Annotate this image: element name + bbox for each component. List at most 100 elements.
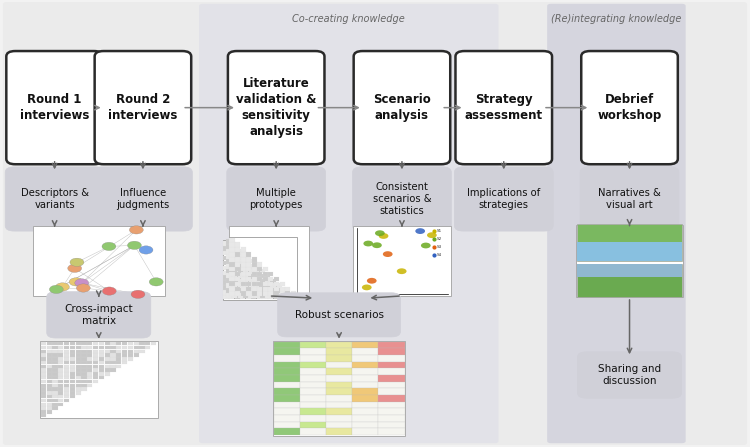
- Bar: [46, 406, 52, 410]
- Bar: [87, 346, 92, 349]
- Bar: [256, 285, 262, 290]
- Text: Influence
judgments: Influence judgments: [116, 188, 170, 210]
- FancyBboxPatch shape: [5, 167, 104, 231]
- Bar: [241, 247, 246, 252]
- Bar: [240, 256, 245, 260]
- Bar: [46, 384, 52, 387]
- Text: S4: S4: [437, 253, 442, 257]
- Bar: [235, 282, 240, 286]
- Bar: [232, 264, 237, 268]
- Bar: [134, 353, 139, 357]
- Bar: [110, 350, 116, 353]
- Bar: [104, 368, 110, 372]
- Bar: [235, 287, 240, 291]
- FancyBboxPatch shape: [354, 51, 450, 164]
- Text: (Re)integrating knowledge: (Re)integrating knowledge: [551, 14, 682, 24]
- Bar: [238, 283, 243, 288]
- Bar: [128, 353, 133, 357]
- Bar: [110, 342, 116, 346]
- Bar: [300, 409, 326, 415]
- Bar: [229, 246, 234, 251]
- Text: Consistent
scenarios &
statistics: Consistent scenarios & statistics: [373, 181, 431, 216]
- Bar: [229, 256, 234, 260]
- Bar: [274, 277, 279, 281]
- Bar: [235, 272, 240, 276]
- Bar: [58, 380, 63, 383]
- Bar: [352, 402, 378, 409]
- Bar: [235, 270, 240, 275]
- Bar: [58, 357, 63, 361]
- Bar: [70, 365, 75, 368]
- Bar: [266, 288, 271, 293]
- Bar: [262, 285, 268, 290]
- Text: Sharing and
discussion: Sharing and discussion: [598, 364, 661, 386]
- Bar: [76, 384, 81, 387]
- Circle shape: [382, 251, 392, 257]
- Bar: [240, 261, 245, 265]
- Bar: [249, 259, 254, 263]
- Bar: [81, 388, 86, 391]
- Bar: [70, 376, 75, 380]
- FancyBboxPatch shape: [455, 51, 552, 164]
- Bar: [262, 295, 268, 299]
- Bar: [99, 350, 104, 353]
- Bar: [70, 350, 75, 353]
- Bar: [140, 346, 145, 349]
- Bar: [300, 362, 326, 368]
- Bar: [224, 270, 229, 275]
- Bar: [58, 365, 63, 368]
- Bar: [64, 372, 69, 375]
- Bar: [300, 395, 326, 402]
- Bar: [146, 346, 151, 349]
- Bar: [46, 350, 52, 353]
- Bar: [274, 282, 279, 286]
- Bar: [87, 357, 92, 361]
- Bar: [81, 350, 86, 353]
- Bar: [99, 368, 104, 372]
- Bar: [76, 342, 81, 346]
- Bar: [240, 290, 245, 295]
- Bar: [578, 224, 682, 261]
- Bar: [300, 355, 326, 362]
- Bar: [122, 342, 128, 346]
- Bar: [53, 350, 58, 353]
- Bar: [271, 288, 276, 293]
- Bar: [58, 376, 63, 380]
- Bar: [238, 254, 243, 258]
- Bar: [378, 429, 404, 435]
- Bar: [249, 264, 254, 268]
- Bar: [76, 372, 81, 375]
- Bar: [229, 251, 234, 255]
- Bar: [40, 380, 46, 383]
- Bar: [224, 280, 229, 285]
- Bar: [251, 295, 257, 299]
- Bar: [122, 353, 128, 357]
- Bar: [53, 395, 58, 398]
- Bar: [230, 287, 235, 291]
- Bar: [40, 372, 46, 375]
- Bar: [53, 342, 58, 346]
- Bar: [238, 288, 243, 293]
- Bar: [285, 287, 290, 291]
- Bar: [87, 380, 92, 383]
- Bar: [46, 342, 52, 346]
- Bar: [81, 353, 86, 357]
- Bar: [235, 247, 240, 252]
- Bar: [53, 384, 58, 387]
- FancyBboxPatch shape: [94, 51, 191, 164]
- Bar: [46, 376, 52, 380]
- Bar: [76, 365, 81, 368]
- Bar: [268, 280, 273, 285]
- Bar: [241, 277, 246, 281]
- Bar: [249, 293, 254, 298]
- Bar: [251, 266, 257, 270]
- Bar: [262, 282, 268, 286]
- Bar: [326, 415, 352, 422]
- Bar: [70, 342, 75, 346]
- Bar: [262, 272, 268, 276]
- Bar: [235, 267, 240, 271]
- Bar: [252, 277, 257, 281]
- Bar: [352, 415, 378, 422]
- Bar: [246, 282, 251, 286]
- Text: Robust scenarios: Robust scenarios: [295, 310, 383, 320]
